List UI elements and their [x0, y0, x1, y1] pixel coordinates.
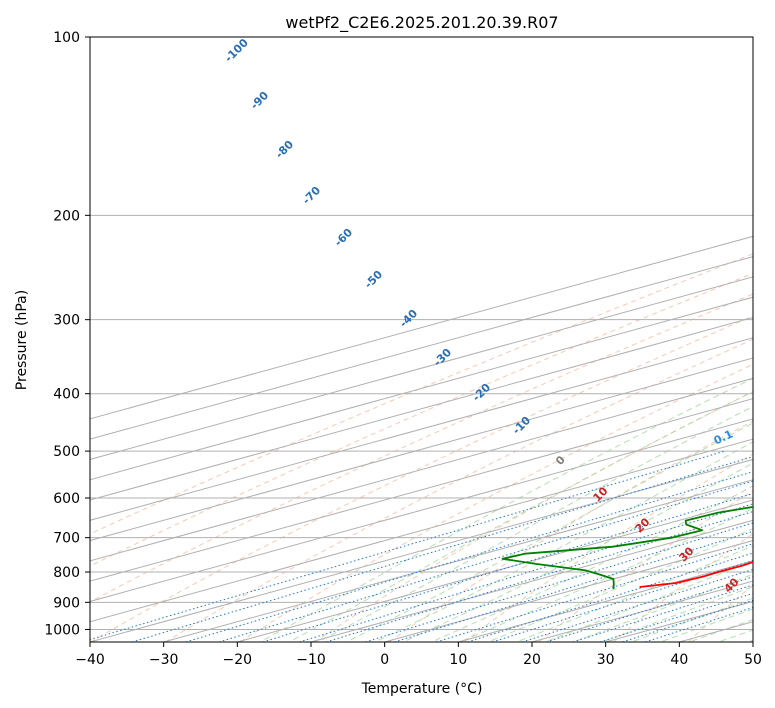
- dry-adiabat-label: -30: [431, 346, 454, 369]
- isotherm-line: [90, 398, 753, 582]
- x-tick-label: 30: [597, 652, 615, 668]
- isotherm-line: [90, 235, 753, 420]
- x-tick-label: 0: [380, 652, 389, 668]
- y-tick-label: 300: [53, 313, 80, 329]
- dry-adiabat-line: [538, 490, 753, 642]
- isotherm-line: [90, 357, 753, 542]
- moist-adiabat-line: [345, 422, 753, 642]
- isotherm-line: [90, 438, 753, 623]
- x-tick-label: 20: [523, 652, 541, 668]
- mixing-ratio-line: [622, 599, 753, 642]
- isotherm-line: [237, 499, 753, 642]
- y-tick-label: 100: [53, 30, 80, 46]
- isotherm-line: [752, 641, 753, 642]
- mixing-ratio-label: 0.1: [712, 427, 735, 447]
- isotherm-line: [90, 276, 753, 460]
- mixing-ratio-line: [90, 450, 725, 641]
- plot-frame: [89, 36, 754, 643]
- x-axis-label: Temperature (°C): [361, 681, 483, 697]
- isotherm-line: [90, 296, 753, 481]
- dry-adiabat-label: -60: [332, 226, 355, 249]
- moist-adiabat-line: [486, 527, 753, 642]
- mixing-ratio-line: [394, 530, 753, 642]
- sounding-trace: [501, 506, 753, 590]
- y-tick-label: 400: [53, 387, 80, 403]
- dry-adiabat-line: [314, 390, 753, 642]
- dry-adiabat-label: -100: [222, 36, 251, 65]
- x-tick-label: −40: [75, 652, 105, 668]
- dry-adiabat-line: [239, 363, 753, 642]
- dry-adiabat-label: 0: [553, 453, 568, 468]
- dry-adiabat-label: -20: [470, 381, 493, 404]
- moist-adiabat-line: [745, 639, 753, 642]
- dry-adiabat-line: [90, 253, 753, 535]
- x-tick-label: −30: [149, 652, 179, 668]
- moist-adiabat-line: [629, 597, 753, 642]
- isotherm-line: [90, 256, 753, 440]
- moist-adiabat-line: [316, 405, 753, 642]
- isotherm-line: [90, 418, 753, 602]
- dry-adiabat-label: -40: [397, 307, 420, 330]
- dry-adiabat-line: [613, 533, 753, 642]
- y-tick-label: 700: [53, 531, 80, 547]
- mixing-ratio-line: [599, 592, 753, 642]
- mixing-ratio-line: [325, 511, 753, 642]
- dry-adiabat-line: [763, 37, 775, 642]
- y-tick-label: 200: [53, 208, 80, 224]
- y-axis-label: Pressure (hPa): [14, 290, 30, 390]
- mixing-ratio-line: [299, 503, 753, 642]
- isotherm-line: [90, 316, 753, 501]
- mixing-ratio-line: [262, 492, 753, 642]
- sounding-trace: [639, 561, 753, 588]
- isotherm-line: [163, 479, 753, 642]
- y-tick-label: 500: [53, 444, 80, 460]
- moist-adiabat-line: [600, 586, 753, 642]
- x-tick-label: −10: [296, 652, 326, 668]
- moist-adiabat-line: [658, 608, 753, 642]
- moist-adiabat-line: [430, 485, 753, 642]
- moist-adiabat-line: [458, 507, 753, 642]
- dry-adiabat-line: [90, 293, 753, 603]
- isotherm-line: [90, 337, 753, 521]
- chart-title: wetPf2_C2E6.2025.201.20.39.R07: [285, 13, 558, 33]
- mixing-ratio-line: [645, 606, 753, 642]
- mixing-ratio-line: [218, 480, 753, 642]
- mixing-ratio-line: [185, 471, 753, 642]
- dry-adiabat-line: [165, 338, 753, 642]
- y-tick-label: 1000: [44, 622, 80, 638]
- dry-adiabat-line: [687, 584, 753, 642]
- moist-adiabat-line: [373, 441, 753, 642]
- y-tick-label: 800: [53, 565, 80, 581]
- x-tick-label: 50: [744, 652, 762, 668]
- y-tick-label: 600: [53, 491, 80, 507]
- dry-adiabat-label: -10: [510, 414, 533, 437]
- dry-adiabat-label: -50: [362, 268, 385, 291]
- x-tick-label: 40: [670, 652, 688, 668]
- background-lines: [90, 37, 775, 642]
- moist-adiabat-line: [401, 462, 753, 642]
- dry-adiabat-line: [90, 315, 753, 642]
- dry-adiabat-label: -80: [273, 138, 296, 161]
- y-tick-label: 900: [53, 595, 80, 611]
- dry-adiabat-label: -70: [300, 184, 323, 207]
- mixing-ratio-line: [131, 456, 753, 642]
- x-tick-label: −20: [223, 652, 253, 668]
- x-tick-label: 10: [449, 652, 467, 668]
- mixing-ratio-label: 0.2: [759, 427, 775, 447]
- isotherm-line: [90, 377, 753, 562]
- mixing-ratio-line: [467, 552, 753, 642]
- dry-adiabat-line: [389, 420, 753, 642]
- isotherm-line: [90, 458, 753, 642]
- dry-adiabat-label: -90: [248, 89, 271, 112]
- isotherm-line: [310, 519, 753, 642]
- dry-adiabat-line: [90, 272, 753, 567]
- isotherm-line: [384, 540, 753, 642]
- moist-adiabat-line: [259, 377, 753, 642]
